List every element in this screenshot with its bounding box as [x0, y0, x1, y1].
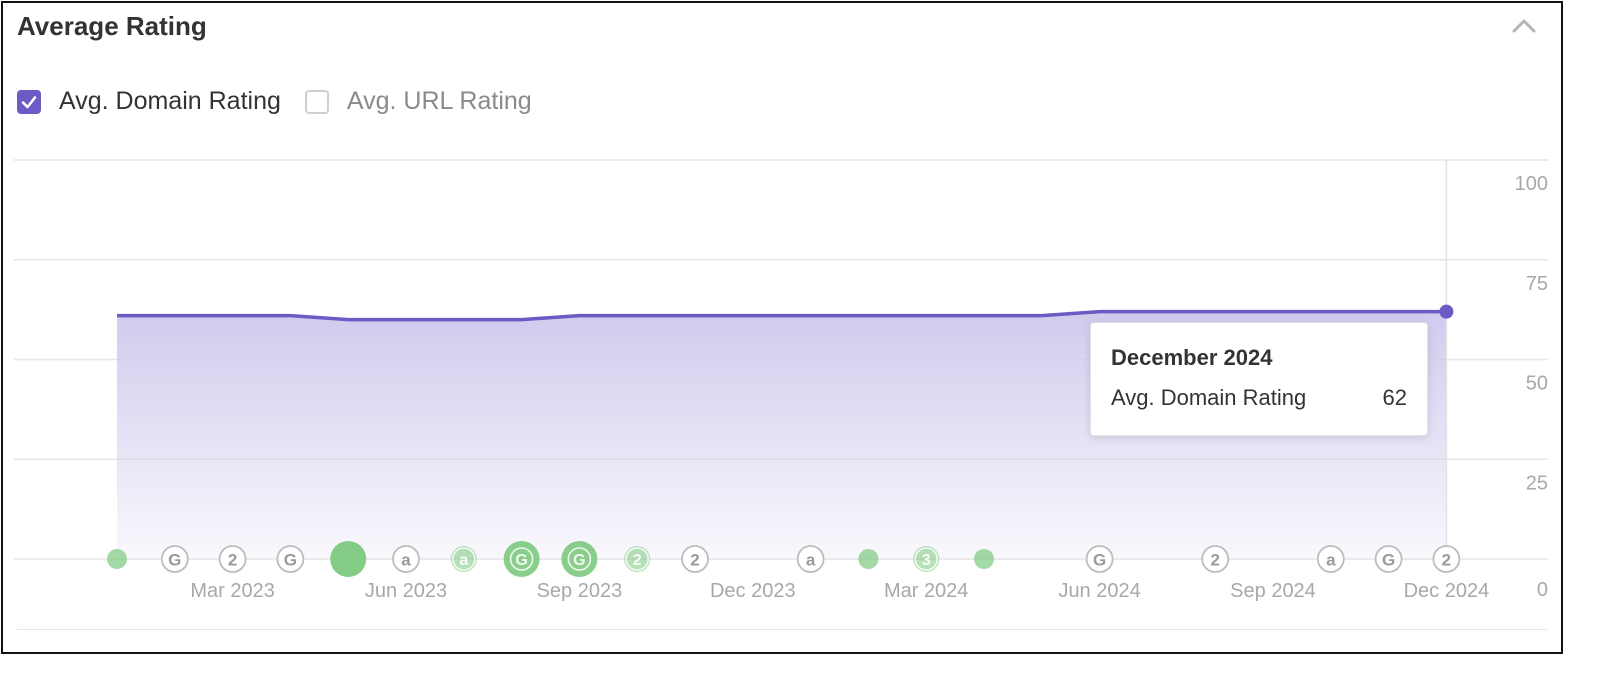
event-badge-label: G [284, 551, 297, 570]
tooltip-value: 62 [1382, 385, 1407, 410]
panel-title: Average Rating [17, 11, 207, 41]
toggle-avg-url-rating[interactable]: Avg. URL Rating [304, 87, 532, 116]
x-tick-label: Sep 2023 [537, 580, 623, 602]
event-badge [681, 545, 709, 573]
event-dot [913, 546, 940, 572]
event-badge [1085, 545, 1114, 573]
series-point-highlight [1439, 304, 1454, 319]
checkbox-unchecked-icon[interactable] [304, 89, 329, 114]
event-badge-label: a [1326, 551, 1336, 570]
series-line [117, 309, 1447, 322]
toggle-label-url-rating: Avg. URL Rating [346, 87, 532, 115]
y-tick-label: 75 [1526, 273, 1548, 295]
event-badge-label: 2 [1442, 551, 1451, 570]
toggle-avg-domain-rating[interactable]: Avg. Domain Rating [17, 87, 281, 116]
event-badge-label: G [1382, 551, 1395, 570]
event-dot [503, 541, 540, 577]
y-tick-label: 0 [1537, 579, 1548, 601]
event-dot [561, 541, 598, 577]
event-badge-label: 2 [1210, 551, 1219, 570]
panel-bottom-divider [17, 629, 1547, 630]
series-toggles: Avg. Domain Rating Avg. URL Rating [17, 87, 556, 116]
chevron-up-icon[interactable] [1509, 13, 1539, 37]
event-badge-label: 2 [690, 551, 699, 570]
event-badge-label: 3 [922, 552, 931, 569]
event-badge-ring [451, 547, 476, 571]
tooltip-row: Avg. Domain Rating 62 [1111, 385, 1407, 411]
event-badge-label: G [168, 551, 181, 570]
event-badge-label: G [515, 552, 527, 569]
x-tick-label: Dec 2024 [1404, 580, 1490, 602]
y-tick-label: 100 [1515, 173, 1548, 195]
event-badge [276, 545, 305, 573]
tooltip-label: Avg. Domain Rating [1111, 385, 1307, 410]
event-dot [858, 549, 879, 569]
x-tick-label: Sep 2024 [1230, 580, 1316, 602]
event-badge-label: a [401, 551, 411, 570]
event-badge-ring [914, 547, 939, 571]
event-badge [1316, 545, 1345, 573]
event-badge [796, 545, 825, 573]
event-badge-label: a [806, 551, 816, 570]
toggle-label-domain-rating: Avg. Domain Rating [59, 87, 281, 115]
x-tick-label: Dec 2023 [710, 580, 796, 602]
event-dot [624, 546, 651, 572]
event-badge [392, 545, 420, 573]
event-badge [1374, 545, 1403, 573]
event-badge-label: a [459, 552, 468, 569]
x-tick-label: Mar 2023 [190, 580, 275, 602]
event-dot [450, 546, 477, 572]
x-tick-label: Jun 2023 [365, 580, 447, 602]
event-badge [160, 545, 189, 573]
chart-tooltip: December 2024 Avg. Domain Rating 62 [1090, 322, 1428, 436]
y-tick-label: 25 [1526, 472, 1548, 494]
event-badge [1201, 545, 1230, 573]
event-dot [974, 549, 994, 569]
checkbox-checked-icon[interactable] [17, 89, 41, 114]
event-badge [1432, 545, 1461, 573]
event-badge-ring [625, 547, 650, 571]
x-tick-label: Mar 2024 [884, 580, 969, 602]
event-dot [107, 549, 127, 569]
event-badge [218, 545, 247, 573]
event-badge-ring [509, 547, 534, 571]
x-tick-label: Jun 2024 [1058, 580, 1140, 602]
event-badge-label: 2 [228, 551, 237, 570]
event-badge-label: G [1093, 551, 1106, 570]
tooltip-title: December 2024 [1111, 345, 1273, 370]
event-badge-label: 2 [633, 552, 642, 569]
y-tick-label: 50 [1526, 373, 1548, 395]
event-badge-ring [567, 547, 592, 571]
event-dot [330, 541, 367, 577]
event-badge-label: G [573, 552, 585, 569]
